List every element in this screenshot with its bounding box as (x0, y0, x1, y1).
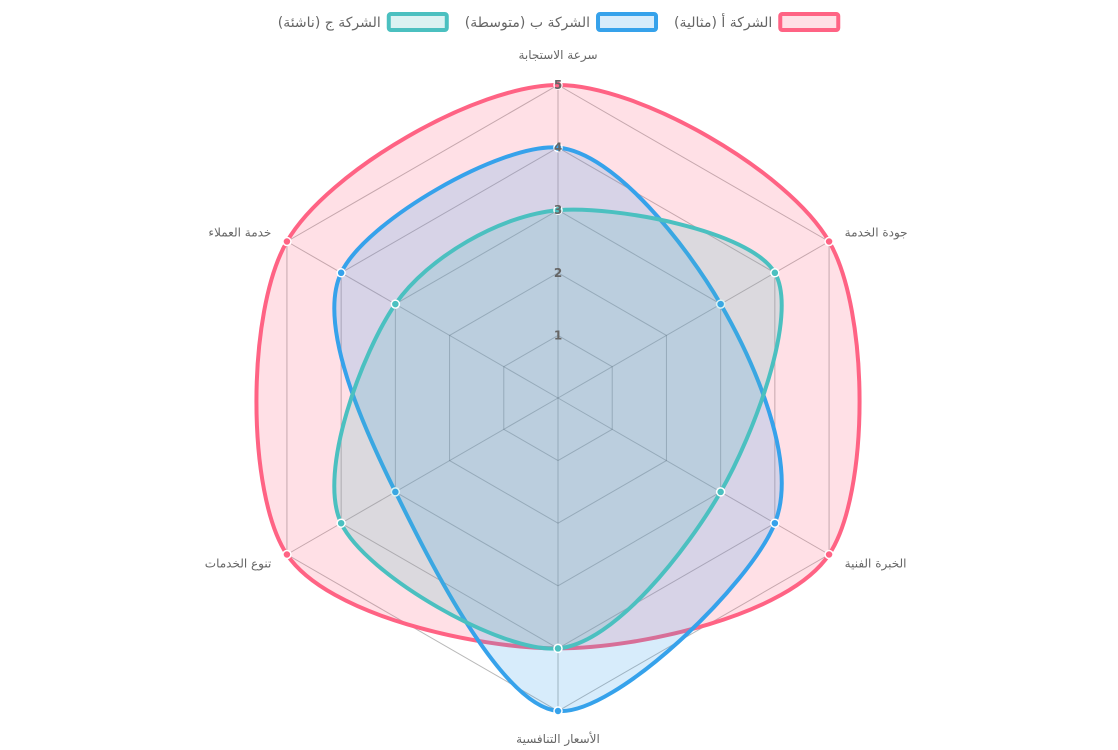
data-point-0-2[interactable] (824, 549, 834, 560)
spoke-4 (286, 397, 559, 555)
spoke-5 (286, 241, 559, 399)
spoke-1 (557, 241, 830, 399)
axis-labels-layer: سرعة الاستجابة جودة الخدمة الخبرة الفنية ال… (205, 48, 908, 747)
series-2 (332, 205, 784, 654)
legend-label-2: الشركة ج (ناشئة) (278, 15, 381, 31)
data-point-0-5[interactable] (282, 236, 292, 247)
ticks-layer: 1 2 3 4 5 (554, 78, 562, 342)
axis-label-5: خدمة العملاء (208, 226, 271, 240)
data-point-1-1[interactable] (715, 299, 726, 309)
legend-swatch-2 (386, 12, 449, 32)
data-point-0-0[interactable] (553, 80, 563, 90)
axis-label-3: الأسعار التنافسية (516, 731, 600, 747)
axis-label-2: الخبرة الفنية (845, 557, 907, 572)
data-point-1-2[interactable] (770, 518, 780, 528)
tick-label-4: 4 (554, 141, 562, 155)
series-1 (332, 142, 784, 716)
grid-ring-2 (449, 272, 667, 524)
data-point-0-4[interactable] (282, 549, 292, 560)
axis-label-0: سرعة الاستجابة (518, 48, 597, 63)
legend-swatch-0 (778, 12, 841, 32)
data-point-2-4[interactable] (336, 518, 346, 528)
data-point-0-1[interactable] (824, 236, 834, 247)
axis-label-1: جودة الخدمة (845, 226, 908, 241)
data-point-2-5[interactable] (390, 299, 401, 309)
tick-label-1: 1 (554, 328, 562, 342)
axis-label-4: تنوع الخدمات (205, 557, 272, 572)
tick-label-2: 2 (554, 266, 562, 280)
legend-item-0[interactable]: الشركة أ (مثالية) (674, 12, 841, 32)
grid-ring-1 (503, 334, 613, 462)
data-point-1-0[interactable] (553, 142, 563, 153)
tick-label-3: 3 (554, 203, 562, 217)
legend-item-2[interactable]: الشركة ج (ناشئة) (278, 12, 449, 32)
legend-swatch-1 (596, 12, 659, 32)
data-point-2-0[interactable] (553, 205, 563, 215)
legend-item-1[interactable]: الشركة ب (متوسطة) (465, 12, 659, 32)
data-point-2-1[interactable] (770, 268, 780, 278)
tick-label-5: 5 (554, 78, 562, 92)
legend: الشركة أ (مثالية) الشركة ب (متوسطة) الشركة… (278, 12, 841, 32)
data-point-2-3[interactable] (553, 643, 563, 654)
series-layer (254, 80, 862, 716)
data-point-1-4[interactable] (390, 487, 401, 497)
data-point-1-5[interactable] (336, 268, 346, 278)
legend-label-1: الشركة ب (متوسطة) (465, 15, 590, 31)
legend-label-0: الشركة أ (مثالية) (674, 13, 772, 31)
data-point-2-2[interactable] (715, 487, 726, 497)
data-point-1-3[interactable] (553, 706, 563, 716)
spoke-2 (557, 397, 830, 555)
